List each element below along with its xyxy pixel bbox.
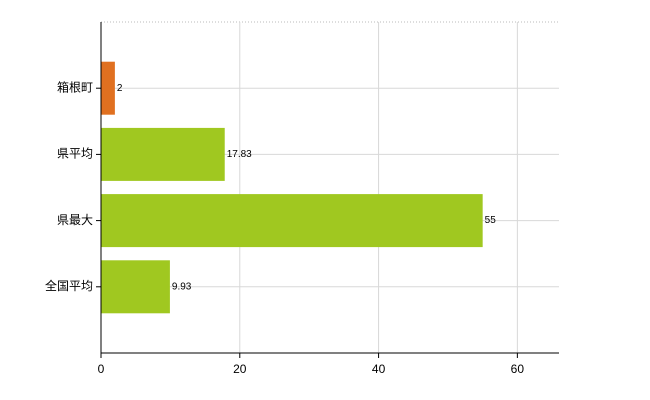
- value-label: 17.83: [227, 149, 252, 160]
- bar: [101, 61, 115, 115]
- bar: [101, 127, 225, 181]
- value-label: 55: [485, 215, 497, 226]
- y-tick-label: 箱根町: [57, 79, 93, 94]
- bar: [101, 194, 483, 248]
- x-tick-label: 60: [511, 362, 525, 376]
- y-tick-label: 県平均: [57, 147, 93, 161]
- y-tick-label: 全国平均: [45, 278, 93, 293]
- bar: [101, 260, 170, 314]
- value-label: 9.93: [172, 281, 192, 292]
- x-tick-label: 0: [98, 362, 105, 376]
- value-label: 2: [117, 83, 123, 94]
- x-tick-label: 40: [372, 362, 386, 376]
- x-tick-label: 20: [233, 362, 247, 376]
- y-tick-label: 県最大: [57, 213, 93, 227]
